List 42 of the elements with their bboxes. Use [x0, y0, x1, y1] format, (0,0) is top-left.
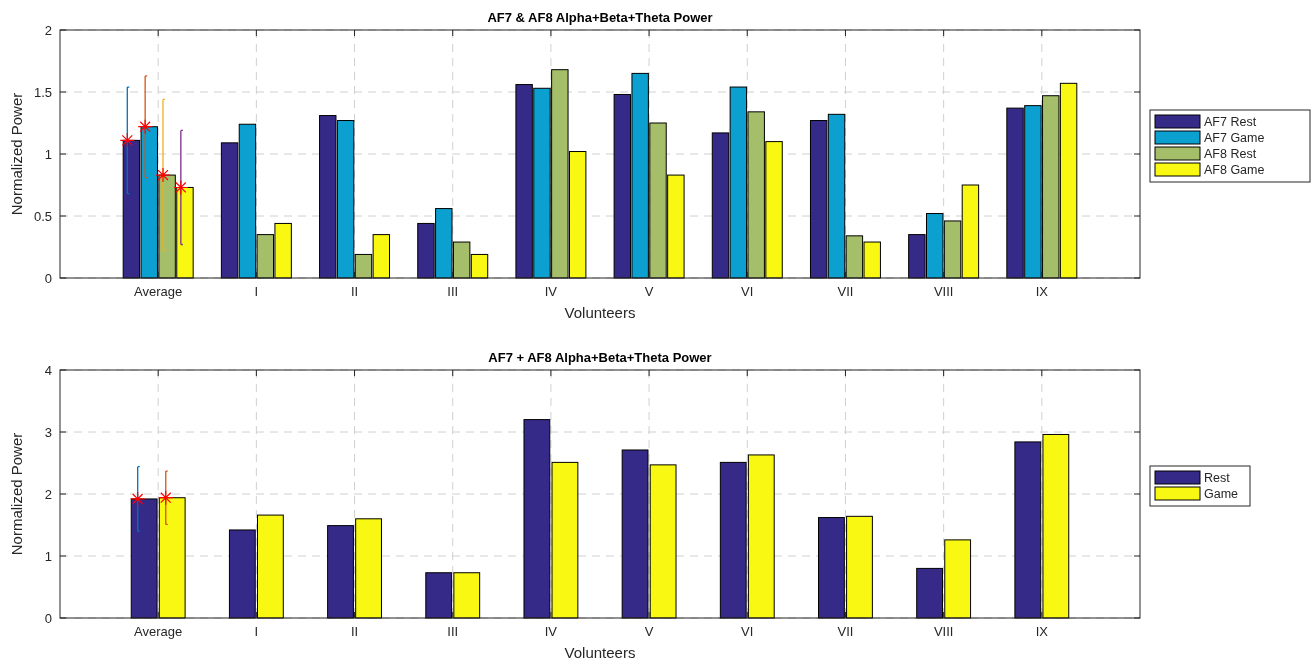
- x-tick-label: VIII: [933, 624, 954, 639]
- y-tick-label: 0: [44, 271, 52, 286]
- legend-label: Rest: [1204, 471, 1231, 485]
- y-tick-label: 3: [44, 425, 52, 440]
- x-tick-label: IX: [1035, 284, 1049, 299]
- x-tick-label: IX: [1035, 624, 1049, 639]
- y-tick-label: 2: [44, 487, 52, 502]
- y-axis-title: Normalized Power: [8, 92, 25, 216]
- x-tick-label: V: [644, 284, 654, 299]
- x-tick-label: II: [350, 624, 359, 639]
- x-tick-label: I: [254, 624, 259, 639]
- legend-label: AF8 Rest: [1204, 147, 1257, 161]
- x-tick-label: VII: [837, 624, 854, 639]
- y-tick-label: 0.5: [33, 209, 52, 224]
- x-tick-label: IV: [544, 284, 558, 299]
- x-tick-label: Average: [134, 284, 183, 299]
- y-axis-title: Normalized Power: [8, 432, 25, 556]
- y-tick-label: 4: [44, 363, 52, 378]
- x-axis-title: Volunteers: [564, 644, 636, 661]
- x-tick-label: II: [350, 284, 359, 299]
- chart-title: AF7 & AF8 Alpha+Beta+Theta Power: [487, 10, 713, 25]
- x-axis-title: Volunteers: [564, 304, 636, 321]
- y-tick-label: 1: [44, 549, 52, 564]
- y-tick-label: 1: [44, 147, 52, 162]
- x-tick-label: V: [644, 624, 654, 639]
- legend-label: Game: [1204, 487, 1239, 501]
- legend-label: AF7 Rest: [1204, 115, 1257, 129]
- x-tick-label: I: [254, 284, 259, 299]
- y-tick-label: 0: [44, 611, 52, 626]
- y-tick-label: 1.5: [33, 85, 52, 100]
- x-tick-label: VII: [837, 284, 854, 299]
- legend-label: AF7 Game: [1204, 131, 1265, 145]
- chart-title: AF7 + AF8 Alpha+Beta+Theta Power: [488, 350, 712, 365]
- x-tick-label: III: [447, 284, 459, 299]
- x-tick-label: VI: [741, 284, 754, 299]
- x-tick-label: III: [447, 624, 459, 639]
- x-tick-label: VI: [741, 624, 754, 639]
- y-tick-label: 2: [44, 23, 52, 38]
- x-tick-label: VIII: [933, 284, 954, 299]
- x-tick-label: IV: [544, 624, 558, 639]
- x-tick-label: Average: [134, 624, 183, 639]
- legend-label: AF8 Game: [1204, 163, 1265, 177]
